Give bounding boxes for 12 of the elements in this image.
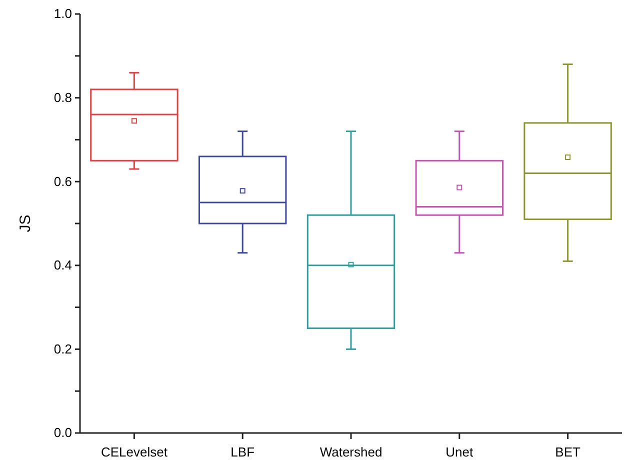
y-tick-label: 0.8 <box>54 90 72 105</box>
y-tick-label: 0.4 <box>54 258 72 273</box>
y-tick-label: 0.6 <box>54 174 72 189</box>
x-tick-label: BET <box>555 444 580 460</box>
y-tick-label: 0.0 <box>54 425 72 440</box>
x-tick-label: LBF <box>230 444 255 460</box>
y-axis-title: JS <box>17 214 34 232</box>
x-tick-label: Watershed <box>320 444 382 460</box>
y-tick-label: 1.0 <box>54 6 72 22</box>
x-tick-label: CELevelset <box>100 444 168 460</box>
y-tick-label: 0.2 <box>54 341 72 356</box>
x-tick-label: Unet <box>446 444 474 460</box>
